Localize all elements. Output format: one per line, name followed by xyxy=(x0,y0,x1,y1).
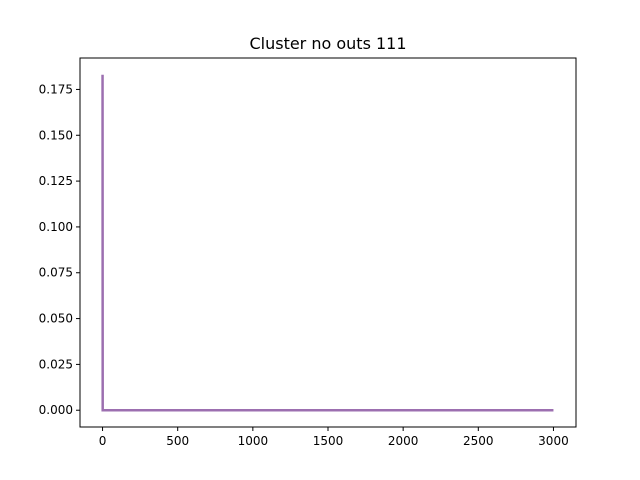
y-axis: 0.000 0.025 0.050 0.075 0.100 0.125 0.150 0.175 xyxy=(39,82,80,417)
y-tick-label: 0.000 xyxy=(39,403,73,417)
x-tick-label: 2500 xyxy=(463,434,494,448)
y-tick-label: 0.050 xyxy=(39,312,73,326)
y-tick-label: 0.125 xyxy=(39,174,73,188)
series-layer xyxy=(101,74,554,412)
x-tick-label: 1000 xyxy=(238,434,269,448)
x-axis: 0 500 1000 1500 2000 2500 3000 xyxy=(99,427,569,448)
series-line xyxy=(101,74,554,412)
x-tick-label: 2000 xyxy=(388,434,419,448)
y-tick-label: 0.150 xyxy=(39,128,73,142)
chart-title: Cluster no outs 111 xyxy=(249,34,406,53)
plot-frame xyxy=(79,57,577,428)
x-tick-label: 500 xyxy=(166,434,189,448)
x-tick-label: 3000 xyxy=(538,434,569,448)
y-tick-label: 0.175 xyxy=(39,82,73,96)
y-tick-label: 0.100 xyxy=(39,220,73,234)
x-tick-label: 0 xyxy=(99,434,107,448)
x-tick-label: 1500 xyxy=(313,434,344,448)
plot-area xyxy=(80,58,576,427)
y-tick-label: 0.025 xyxy=(39,357,73,371)
y-tick-label: 0.075 xyxy=(39,266,73,280)
